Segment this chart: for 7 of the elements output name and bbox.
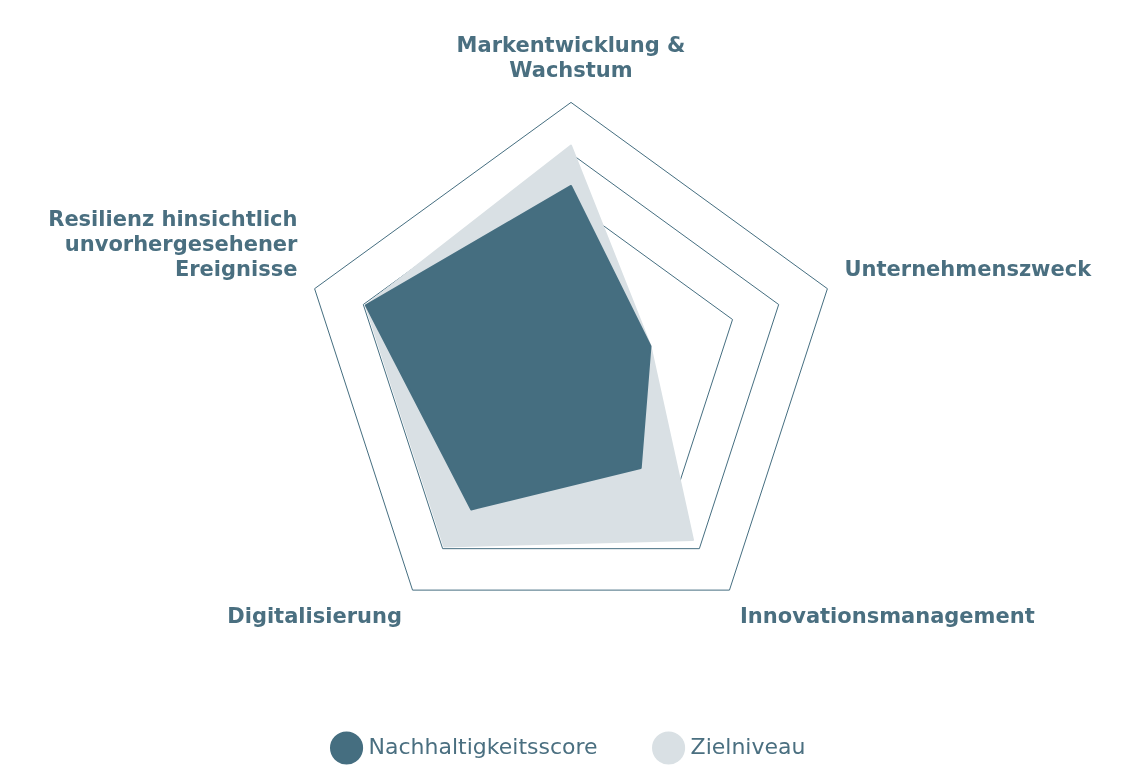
spoke-label: Unternehmenszweck (844, 256, 1093, 281)
legend-label: Nachhaltigkeitsscore (368, 733, 598, 759)
spoke-label: Resilienz hinsichtlich unvorhergesehener Ereignisse (48, 206, 299, 281)
spoke-label: Markentwicklung & Wachstum (456, 33, 686, 83)
legend-label: Zielniveau (690, 733, 806, 759)
spoke-label: Digitalisierung (227, 603, 402, 628)
spoke-label: Innovationsmanagement (740, 603, 1035, 628)
